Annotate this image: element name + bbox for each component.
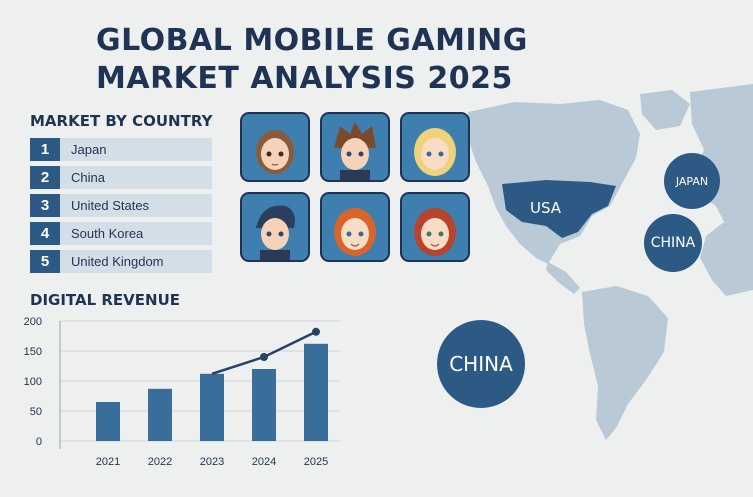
trend-point — [312, 327, 320, 336]
country-name: South Korea — [71, 226, 144, 241]
chart-bars — [96, 343, 328, 441]
china-bubble-small: CHINA — [644, 214, 702, 272]
bar-2023 — [200, 373, 224, 441]
country-rank: 4 — [30, 222, 60, 245]
country-row-5: 5 United Kingdom — [30, 250, 212, 273]
trend-point — [260, 353, 268, 361]
y-tick-label: 50 — [30, 406, 42, 418]
x-tick-label: 2023 — [200, 456, 224, 468]
y-tick-label: 100 — [24, 376, 42, 388]
bar-2024 — [252, 369, 276, 441]
x-tick-label: 2021 — [96, 456, 120, 468]
character-portrait — [320, 112, 390, 182]
character-portrait — [240, 192, 310, 262]
character-portrait — [400, 112, 470, 182]
chart-x-ticks: 2021 2022 2023 2024 2025 — [96, 456, 328, 468]
digital-revenue-title: DIGITAL REVENUE — [30, 291, 181, 309]
x-tick-label: 2025 — [304, 456, 328, 468]
title-line-1: GLOBAL MOBILE GAMING — [96, 23, 528, 58]
character-portrait — [320, 192, 390, 262]
bar-2022 — [148, 388, 172, 441]
country-name: United Kingdom — [71, 254, 164, 269]
country-rank: 1 — [30, 138, 60, 161]
country-ranking-list: 1 Japan 2 China 3 United States 4 South … — [30, 138, 212, 278]
japan-bubble: JAPAN — [664, 153, 720, 209]
usa-highlight-shape — [502, 180, 616, 238]
bar-2025 — [304, 343, 328, 441]
south-america-shape — [582, 286, 668, 440]
country-row-2: 2 China — [30, 166, 212, 189]
y-tick-label: 200 — [24, 316, 42, 328]
usa-map-label: USA — [530, 199, 562, 217]
digital-revenue-chart: 200 150 100 50 0 2021 2022 2023 2024 2025 — [24, 316, 340, 468]
country-rank: 3 — [30, 194, 60, 217]
country-name: United States — [71, 198, 150, 213]
country-row-1: 1 Japan — [30, 138, 212, 161]
page-title: GLOBAL MOBILE GAMING MARKET ANALYSIS 202… — [96, 22, 528, 98]
china-bubble-large: CHINA — [437, 320, 525, 408]
chart-trend-line — [211, 327, 320, 375]
character-portrait — [240, 112, 310, 182]
y-tick-label: 150 — [24, 346, 42, 358]
country-rank: 5 — [30, 250, 60, 273]
character-portrait-grid — [240, 112, 472, 264]
country-row-4: 4 South Korea — [30, 222, 212, 245]
country-row-3: 3 United States — [30, 194, 212, 217]
x-tick-label: 2024 — [252, 456, 276, 468]
title-line-2: MARKET ANALYSIS 2025 — [96, 61, 513, 96]
trend-line — [211, 330, 317, 375]
country-rank: 2 — [30, 166, 60, 189]
market-by-country-title: MARKET BY COUNTRY — [30, 112, 213, 130]
eurasia-shape — [690, 84, 753, 296]
y-tick-label: 0 — [36, 436, 42, 448]
x-tick-label: 2022 — [148, 456, 172, 468]
greenland-shape — [640, 90, 690, 130]
central-america-shape — [546, 262, 580, 294]
chart-y-ticks: 200 150 100 50 0 — [24, 316, 42, 448]
country-name: China — [71, 170, 105, 185]
bar-2021 — [96, 402, 120, 441]
character-portrait — [400, 192, 470, 262]
country-name: Japan — [71, 142, 107, 157]
